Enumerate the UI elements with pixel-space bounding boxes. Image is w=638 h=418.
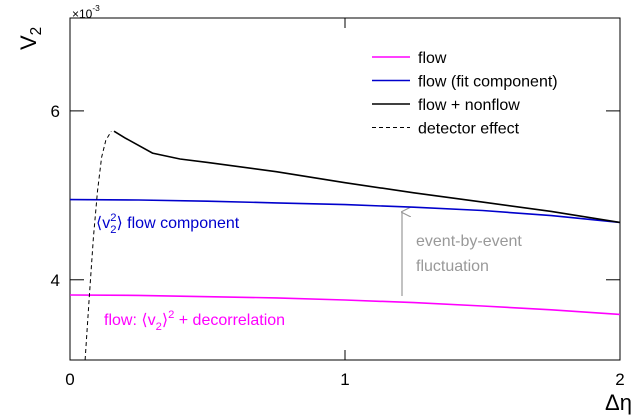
annotation: ⟨v2 2⟩ flow component — [96, 212, 240, 236]
legend-label: detector effect — [418, 121, 520, 138]
x-tick-label: 0 — [65, 370, 74, 389]
annotation-part: + decorrelation — [174, 312, 285, 329]
annotation-part: event-by-event — [416, 233, 522, 250]
annotation: event-by-event — [416, 233, 522, 250]
annotation-part: 2 — [110, 224, 116, 236]
series-line — [70, 294, 620, 316]
annotation-part: fluctuation — [416, 258, 489, 275]
series-line — [70, 198, 620, 224]
series-line — [84, 130, 112, 360]
annotation-part: flow: ⟨v — [104, 312, 156, 329]
y-tick-label: 6 — [51, 102, 60, 121]
annotation-part: 2 — [110, 212, 116, 224]
axis-multiplier-part: -3 — [92, 3, 100, 13]
x-tick-label: 2 — [615, 370, 624, 389]
x-axis-label: Δη — [605, 390, 632, 415]
legend-label: flow (fit component) — [418, 74, 558, 91]
legend-label: flow — [418, 50, 447, 67]
annotation-part: ⟩ flow component — [116, 215, 239, 232]
axis-multiplier-part: ×10 — [72, 7, 93, 21]
legend-label: flow + nonflow — [418, 97, 520, 114]
y-axis-label-part: 2 — [28, 27, 45, 36]
x-tick-label: 1 — [340, 370, 349, 389]
y-tick-label: 4 — [51, 271, 60, 290]
annotation-part: 2 — [168, 309, 174, 321]
series-line — [113, 130, 620, 224]
y-axis-label-part: V — [16, 35, 41, 50]
annotation-part: ⟨v — [96, 215, 110, 232]
axis-multiplier: ×10-3 — [72, 3, 100, 21]
annotation: fluctuation — [416, 258, 489, 275]
annotation-part: 2 — [156, 321, 162, 333]
y-axis-label: V2 — [16, 27, 45, 50]
annotation-part: ⟩ — [162, 312, 168, 329]
annotation: flow: ⟨v2⟩2 + decorrelation — [104, 309, 285, 333]
